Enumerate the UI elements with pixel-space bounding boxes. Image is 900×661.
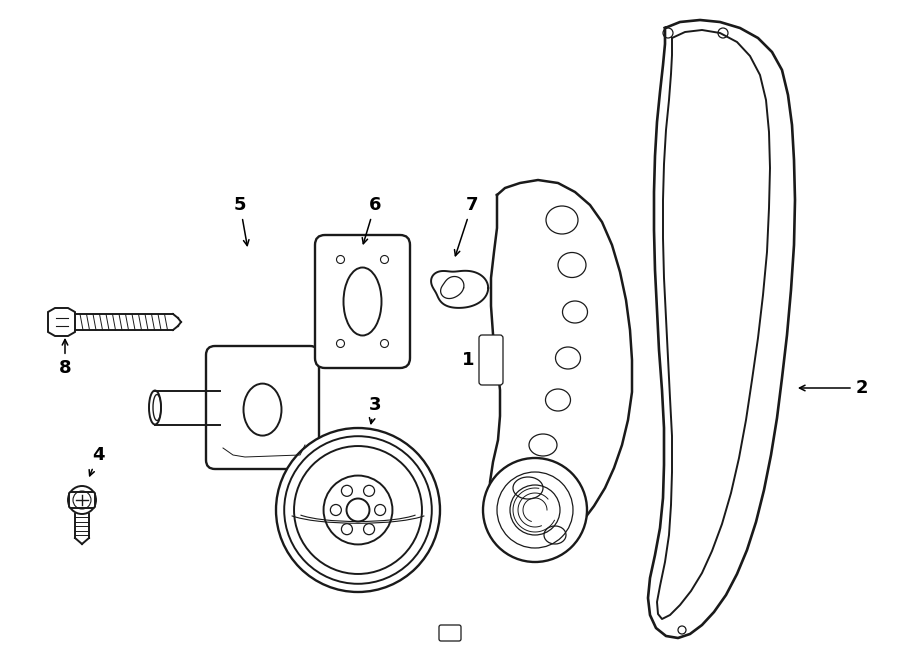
Text: 1: 1 bbox=[462, 351, 485, 369]
FancyBboxPatch shape bbox=[439, 625, 461, 641]
Text: 7: 7 bbox=[454, 196, 478, 256]
Circle shape bbox=[364, 485, 374, 496]
Circle shape bbox=[374, 504, 385, 516]
Polygon shape bbox=[490, 180, 632, 548]
Text: 2: 2 bbox=[799, 379, 868, 397]
Circle shape bbox=[276, 428, 440, 592]
Circle shape bbox=[341, 485, 353, 496]
Circle shape bbox=[483, 458, 587, 562]
FancyBboxPatch shape bbox=[206, 346, 319, 469]
Text: 5: 5 bbox=[234, 196, 249, 246]
Circle shape bbox=[330, 504, 341, 516]
Polygon shape bbox=[48, 308, 75, 336]
Text: 3: 3 bbox=[369, 396, 382, 424]
Polygon shape bbox=[648, 20, 795, 638]
Polygon shape bbox=[431, 271, 488, 308]
Circle shape bbox=[68, 486, 96, 514]
Circle shape bbox=[341, 524, 353, 535]
Text: 8: 8 bbox=[58, 340, 71, 377]
Circle shape bbox=[324, 475, 392, 545]
FancyBboxPatch shape bbox=[479, 335, 503, 385]
Circle shape bbox=[364, 524, 374, 535]
Text: 4: 4 bbox=[89, 446, 104, 476]
FancyBboxPatch shape bbox=[69, 492, 95, 508]
FancyBboxPatch shape bbox=[315, 235, 410, 368]
Text: 6: 6 bbox=[362, 196, 382, 244]
